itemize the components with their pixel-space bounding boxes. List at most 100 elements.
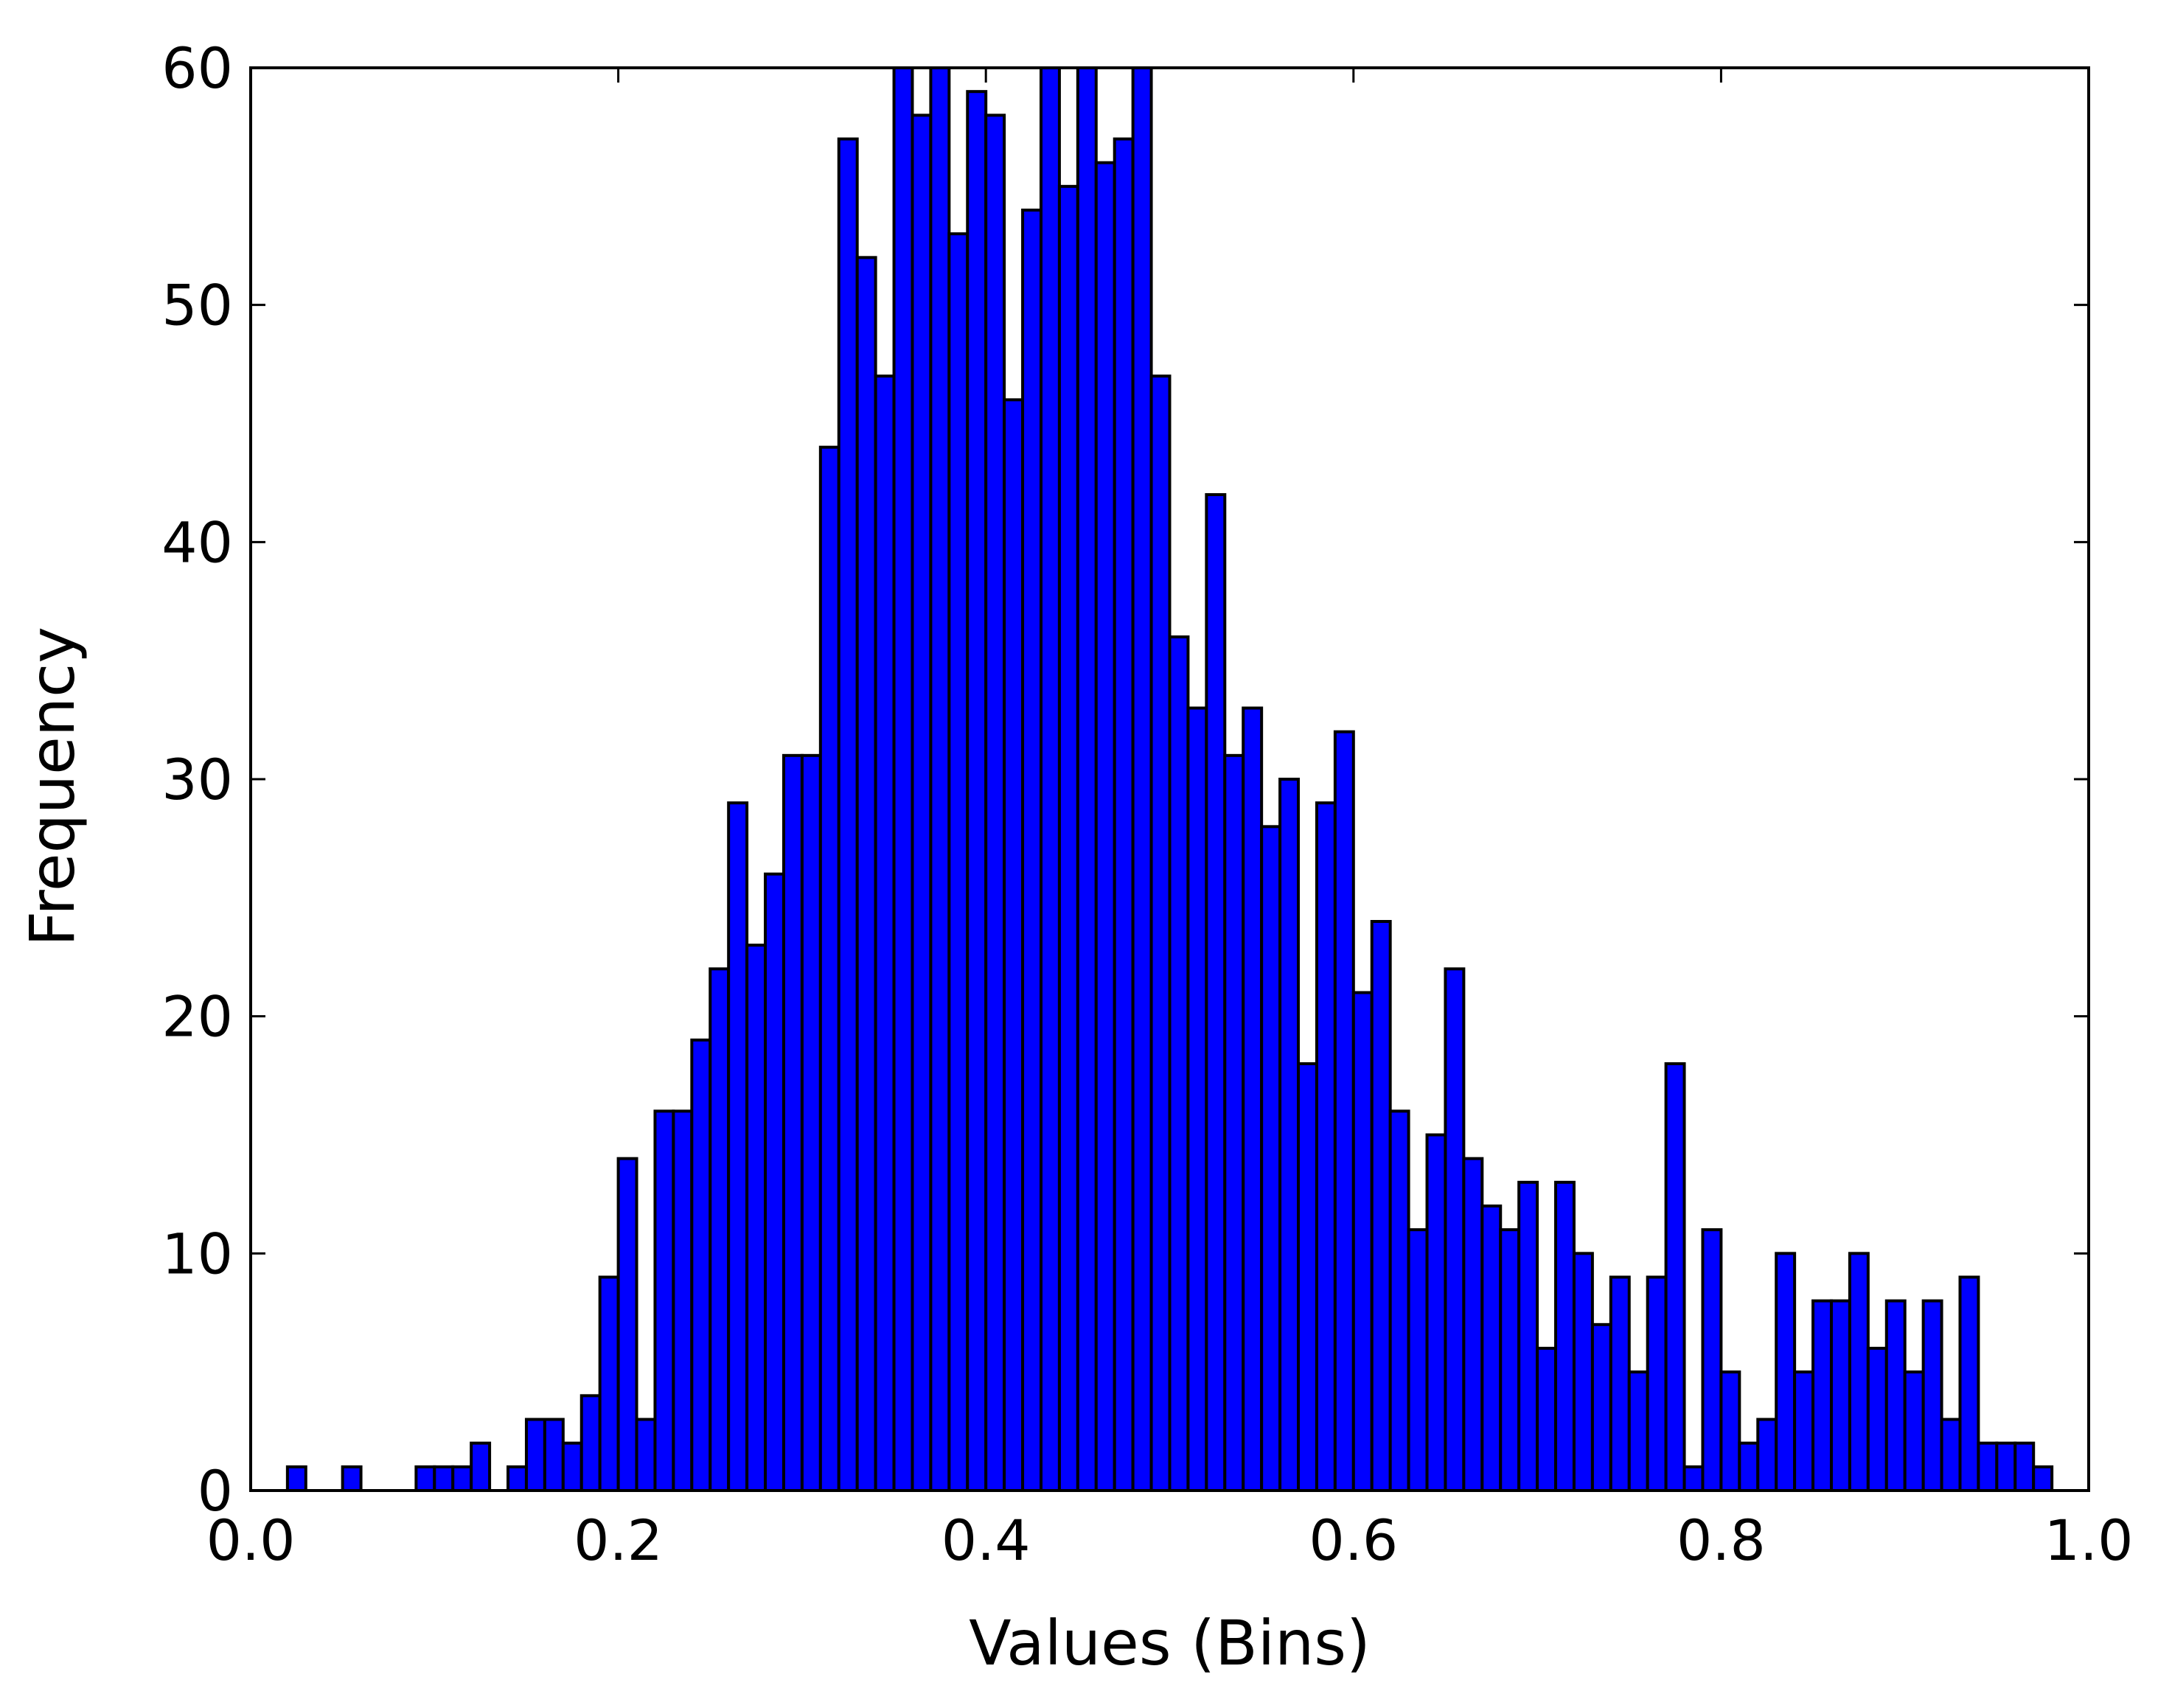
y-tick-label: 30 [161,747,233,812]
histogram-bar [1866,1347,1888,1491]
histogram-bar [1921,1299,1943,1491]
x-tick-label: 0.6 [1309,1507,1398,1573]
x-tick-label: 0.2 [574,1507,663,1573]
histogram-bar [1333,730,1355,1491]
histogram-bar [1536,1347,1558,1491]
histogram-bar [947,232,970,1491]
histogram-bar [1682,1465,1705,1491]
histogram-bar [1627,1370,1649,1491]
histogram-bar [782,753,804,1491]
histogram-bar [690,1038,712,1491]
histogram-bar [1517,1180,1539,1491]
histogram-bar [507,1465,528,1491]
histogram-bar [1094,161,1116,1491]
histogram-bar [470,1441,492,1491]
histogram-bar [1554,1180,1576,1491]
histogram-bar [635,1418,657,1491]
x-tick-label: 0.0 [206,1507,296,1573]
histogram-bar [1149,374,1172,1491]
histogram-bar [1278,778,1301,1491]
histogram-bar [524,1418,546,1491]
histogram-bar [1738,1441,1760,1491]
histogram-bar [616,1157,638,1491]
histogram-bar [1351,991,1374,1491]
histogram-bar [966,90,988,1491]
histogram-bar [1977,1441,1999,1491]
histogram-bar [837,137,859,1491]
histogram-bar [1995,1441,2017,1491]
y-axis-label: Frequency [16,627,88,947]
histogram-bar [984,114,1006,1491]
histogram-bar [1793,1370,1815,1491]
histogram-bar [1609,1275,1631,1491]
histogram-bar [1756,1418,1778,1491]
histogram-bar [414,1465,436,1491]
histogram-bar [1462,1157,1484,1491]
histogram-bar [1076,68,1098,1491]
histogram-bar [1131,68,1153,1491]
histogram-bar [1590,1322,1612,1491]
histogram-bar [579,1394,602,1491]
histogram-bar [1407,1228,1429,1491]
histogram-bar [1021,209,1043,1491]
histogram-bar [1168,635,1190,1491]
histogram-bar [561,1441,583,1491]
x-tick-label: 1.0 [2044,1507,2134,1573]
histogram-bar [892,68,914,1491]
histogram-bar [433,1465,455,1491]
y-tick-label: 40 [161,509,233,575]
histogram-bar [709,967,731,1491]
histogram-bar [2013,1441,2036,1491]
histogram-bar [1186,706,1208,1491]
histogram-bar [1958,1275,1980,1491]
histogram-bar [855,256,877,1491]
y-tick-label: 60 [161,35,233,101]
histogram-bar [800,753,822,1491]
histogram-bar [2032,1465,2054,1491]
histogram-bar [1315,801,1337,1491]
histogram-bar [543,1418,565,1491]
histogram-bar [1903,1370,1925,1491]
y-tick-label: 10 [161,1221,233,1286]
histogram-bar [653,1109,675,1491]
histogram-bar [1242,706,1264,1491]
histogram-bar [598,1275,620,1491]
histogram-bar [1425,1133,1447,1491]
histogram-bar [1499,1228,1521,1491]
histogram-bar [1388,1109,1410,1491]
histogram-bar [1223,753,1245,1491]
y-tick-label: 20 [161,984,233,1050]
histogram-bar [1205,493,1227,1491]
histogram-bar [1775,1252,1797,1491]
histogram-bar [1719,1370,1741,1491]
y-tick-label: 50 [161,273,233,338]
y-tick-labels: 0 10 20 30 40 50 60 [161,35,233,1524]
histogram-bar [1701,1228,1723,1491]
histogram-bar [451,1465,473,1491]
y-tick-label: 0 [198,1458,233,1524]
plot-frame [249,66,2090,1492]
histogram-bar [1003,398,1025,1491]
histogram-bar [1884,1299,1907,1491]
histogram-bar [929,68,951,1491]
histogram-bar [1260,825,1282,1491]
histogram-bar [1057,184,1079,1491]
histogram-bar [1370,920,1392,1491]
x-tick-label: 0.4 [941,1507,1031,1573]
histogram-bar [1113,137,1135,1491]
x-tick-label: 0.8 [1677,1507,1766,1573]
bars-group [285,68,2054,1491]
histogram-bar [341,1465,363,1491]
histogram-bar [1444,967,1466,1491]
histogram-bar [745,944,767,1491]
histogram-bar [818,445,840,1491]
x-tick-labels: 0.0 0.2 0.4 0.6 0.8 1.0 [206,1507,2134,1573]
histogram-bar [911,114,933,1491]
histogram-bar [764,872,785,1491]
histogram-bar [874,374,896,1491]
x-axis-label: Values (Bins) [969,1607,1371,1679]
histogram-bar [672,1109,694,1491]
histogram-bar [727,801,749,1491]
histogram-bar [1572,1252,1594,1491]
